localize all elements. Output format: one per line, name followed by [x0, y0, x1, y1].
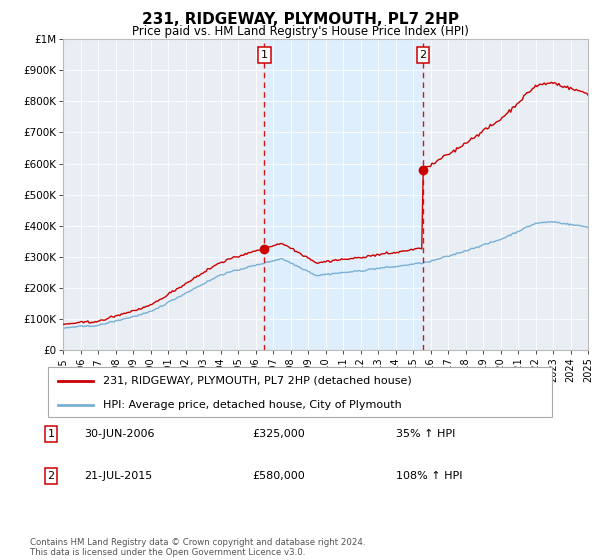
Text: 1: 1	[261, 50, 268, 60]
Text: 108% ↑ HPI: 108% ↑ HPI	[396, 471, 463, 481]
Text: £325,000: £325,000	[252, 429, 305, 439]
Text: 2: 2	[47, 471, 55, 481]
Text: 30-JUN-2006: 30-JUN-2006	[84, 429, 155, 439]
Text: £580,000: £580,000	[252, 471, 305, 481]
Text: 1: 1	[47, 429, 55, 439]
FancyBboxPatch shape	[48, 367, 552, 417]
Text: 2: 2	[419, 50, 427, 60]
Text: Price paid vs. HM Land Registry's House Price Index (HPI): Price paid vs. HM Land Registry's House …	[131, 25, 469, 38]
Text: 21-JUL-2015: 21-JUL-2015	[84, 471, 152, 481]
Bar	[264, 39, 423, 350]
Text: 231, RIDGEWAY, PLYMOUTH, PL7 2HP (detached house): 231, RIDGEWAY, PLYMOUTH, PL7 2HP (detach…	[103, 376, 412, 386]
Text: 231, RIDGEWAY, PLYMOUTH, PL7 2HP: 231, RIDGEWAY, PLYMOUTH, PL7 2HP	[142, 12, 458, 27]
Text: 35% ↑ HPI: 35% ↑ HPI	[396, 429, 455, 439]
Text: Contains HM Land Registry data © Crown copyright and database right 2024.
This d: Contains HM Land Registry data © Crown c…	[30, 538, 365, 557]
Text: HPI: Average price, detached house, City of Plymouth: HPI: Average price, detached house, City…	[103, 400, 402, 409]
